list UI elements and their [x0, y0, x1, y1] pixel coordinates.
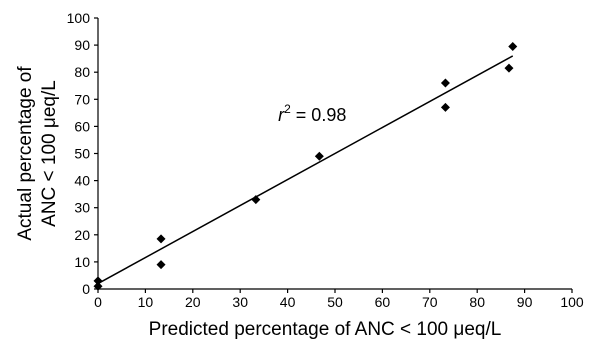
data-point-6 — [440, 78, 450, 88]
y-tick-label-80: 80 — [74, 64, 90, 80]
x-axis-title: Predicted percentage of ANC < 100 μeq/L — [149, 319, 502, 340]
data-point-8 — [504, 63, 514, 73]
x-tick-label-90: 90 — [517, 294, 533, 310]
x-tick-label-70: 70 — [422, 294, 438, 310]
r-symbol: r — [278, 105, 285, 125]
y-tick-label-0: 0 — [82, 281, 90, 297]
axis-ticks: 0 10 20 30 40 50 60 70 80 90 100 0 10 20 30 40 50 60 70 80 9… — [67, 10, 584, 310]
x-tick-label-50: 50 — [327, 294, 343, 310]
x-tick-label-20: 20 — [185, 294, 201, 310]
y-tick-label-10: 10 — [74, 254, 90, 270]
data-point-4 — [251, 195, 261, 205]
x-tick-label-100: 100 — [560, 294, 584, 310]
r-squared-annotation: r2 = 0.98 — [278, 102, 346, 125]
y-axis-title-line-1: Actual percentage of — [15, 66, 36, 241]
x-tick-label-40: 40 — [280, 294, 296, 310]
y-tick-label-90: 90 — [74, 37, 90, 53]
y-axis-title-line-2: ANC < 100 μeq/L — [39, 80, 60, 227]
x-tick-label-0: 0 — [94, 294, 102, 310]
data-point-3 — [156, 260, 166, 270]
x-tick-label-60: 60 — [375, 294, 391, 310]
y-tick-label-100: 100 — [67, 10, 91, 26]
regression-line — [97, 55, 514, 285]
x-tick-label-80: 80 — [469, 294, 485, 310]
data-point-9 — [508, 41, 518, 51]
y-tick-label-60: 60 — [74, 118, 90, 134]
y-tick-label-40: 40 — [74, 173, 90, 189]
data-point-7 — [440, 102, 450, 112]
y-tick-label-30: 30 — [74, 200, 90, 216]
data-point-2 — [156, 234, 166, 244]
y-tick-label-70: 70 — [74, 91, 90, 107]
y-tick-label-50: 50 — [74, 146, 90, 162]
data-point-5 — [314, 151, 324, 161]
r-value: = 0.98 — [291, 105, 347, 125]
x-tick-label-10: 10 — [138, 294, 154, 310]
x-tick-label-30: 30 — [232, 294, 248, 310]
y-tick-label-20: 20 — [74, 227, 90, 243]
r-superscript: 2 — [284, 102, 291, 116]
data-points — [93, 41, 518, 291]
